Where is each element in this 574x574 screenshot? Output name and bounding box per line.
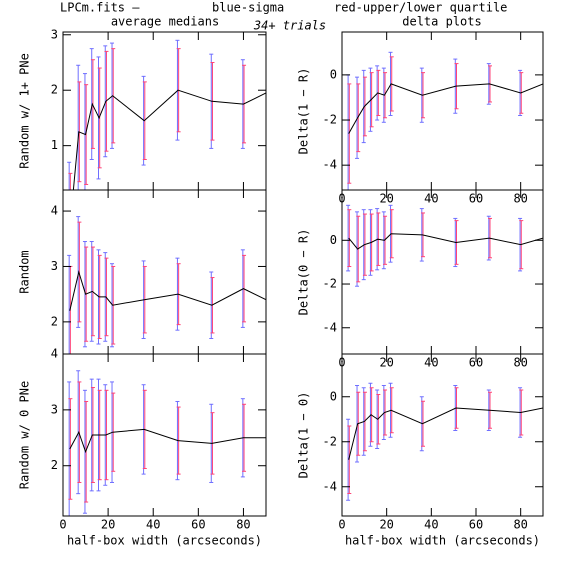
quartile-error-bar: [68, 172, 73, 190]
y-tick-label: 4: [51, 347, 58, 361]
quartile-error-bar: [347, 425, 352, 494]
sigma-error-bar: [67, 254, 72, 354]
frame: [341, 189, 544, 355]
plot-area: [346, 204, 543, 287]
y-tick-label: 0: [330, 389, 337, 403]
y-tick-label: 3: [51, 27, 58, 41]
plot-area: [67, 216, 266, 354]
quartile-error-bar: [347, 83, 352, 184]
sigma-error-bar: [76, 216, 81, 328]
median-line: [348, 407, 543, 460]
quartile-error-bar: [90, 59, 95, 149]
x-tick-label: 0: [338, 518, 345, 532]
median-line: [348, 83, 543, 134]
x-axis-label: half-box width (arcseconds): [345, 534, 540, 548]
plot-area: [67, 370, 266, 516]
sigma-error-bar: [67, 381, 72, 516]
y-tick-label: 0: [330, 67, 337, 81]
y-axis-label: Delta(1 − R): [297, 68, 311, 155]
quartile-error-bar: [97, 67, 102, 169]
trials-label: 34+ trials: [253, 19, 326, 33]
y-tick-label: -4: [323, 320, 337, 334]
quartile-error-bar: [84, 84, 89, 185]
y-tick-label: -2: [323, 113, 337, 127]
frame: [62, 189, 267, 355]
sigma-legend: blue-sigma: [212, 1, 284, 15]
x-tick-label: 80: [513, 356, 527, 370]
sigma-error-bar: [76, 370, 81, 495]
y-axis-label: Delta(1 − 0): [297, 392, 311, 479]
y-tick-label: 2: [51, 458, 58, 472]
plot-area: [346, 51, 543, 190]
quartile-error-bar: [84, 400, 89, 503]
y-axis-label: Random w/ 0 PNe: [18, 381, 32, 489]
left-title: average medians: [111, 15, 219, 29]
x-tick-label: 20: [379, 192, 393, 206]
sigma-error-bar: [103, 45, 108, 158]
sigma-error-bar: [89, 378, 94, 492]
quartile-error-bar: [77, 221, 82, 323]
x-tick-label: 20: [379, 356, 393, 370]
frame: [62, 353, 267, 517]
y-axis-label: Delta(0 − R): [297, 229, 311, 316]
x-tick-label: 60: [191, 518, 205, 532]
sigma-error-bar: [82, 389, 87, 514]
sigma-error-bar: [346, 204, 351, 272]
sigma-error-bar: [67, 161, 72, 190]
y-tick-label: 4: [51, 204, 58, 218]
y-tick-label: 3: [51, 259, 58, 273]
quartile-error-bar: [77, 381, 82, 483]
x-tick-label: 60: [469, 356, 483, 370]
frame: [341, 353, 544, 517]
x-tick-label: 40: [424, 518, 438, 532]
x-tick-label: 60: [469, 192, 483, 206]
median-line: [72, 89, 266, 190]
x-tick-label: 40: [146, 518, 160, 532]
quartile-error-bar: [383, 72, 388, 119]
quartile-error-bar: [68, 398, 73, 500]
y-tick-label: -2: [323, 434, 337, 448]
median-line: [348, 233, 543, 250]
x-tick-label: 40: [424, 356, 438, 370]
x-tick-label: 20: [101, 518, 115, 532]
sigma-error-bar: [355, 76, 360, 159]
sigma-error-bar: [76, 64, 81, 190]
x-tick-label: 80: [513, 518, 527, 532]
frame: [341, 31, 544, 191]
y-tick-label: 1: [51, 138, 58, 152]
y-axis-label: Random: [18, 250, 32, 293]
sigma-error-bar: [89, 48, 94, 161]
y-tick-label: -2: [323, 277, 337, 291]
x-tick-label: 40: [424, 192, 438, 206]
y-axis-label: Random w/ 1+ PNe: [18, 53, 32, 169]
y-tick-label: 3: [51, 402, 58, 416]
sigma-error-bar: [361, 69, 366, 144]
x-tick-label: 80: [236, 518, 250, 532]
y-tick-label: 0: [330, 233, 337, 247]
plot-area: [67, 39, 266, 190]
sigma-error-bar: [355, 385, 360, 463]
right-title: delta plots: [402, 15, 481, 29]
x-axis-label: half-box width (arcseconds): [67, 534, 262, 548]
x-tick-label: 20: [379, 518, 393, 532]
y-tick-label: 2: [51, 314, 58, 328]
y-tick-label: 2: [51, 83, 58, 97]
x-tick-label: 80: [513, 192, 527, 206]
file-label: LPCm.fits —: [60, 1, 140, 15]
quartile-legend: red-upper/lower quartile: [334, 1, 507, 15]
x-tick-label: 0: [59, 518, 66, 532]
sigma-error-bar: [96, 56, 101, 180]
y-tick-label: -4: [323, 479, 337, 493]
plot-area: [346, 382, 543, 501]
y-tick-label: -4: [323, 158, 337, 172]
median-line: [69, 428, 266, 454]
x-tick-label: 60: [469, 518, 483, 532]
frame: [62, 31, 267, 191]
median-line: [69, 270, 266, 311]
sigma-error-bar: [388, 51, 393, 117]
quartile-error-bar: [356, 83, 361, 153]
sigma-error-bar: [82, 241, 87, 348]
